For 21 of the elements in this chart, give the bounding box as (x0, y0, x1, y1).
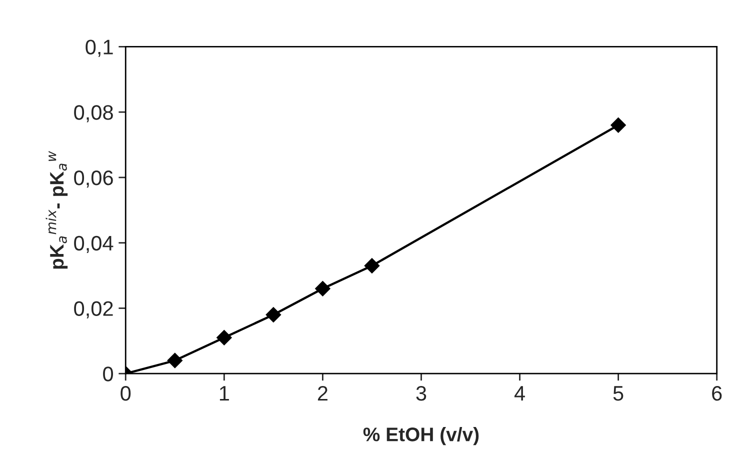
y-axis-title: pK$_{a}$$^{mix}$- pK$_{a}$$^{w}$ (46, 150, 68, 269)
x-tick-label: 3 (416, 386, 426, 401)
point (315, 281, 330, 296)
y-tick-label: 0,02 (74, 301, 113, 318)
x-axis-title: % EtOH (v/v) (363, 427, 479, 446)
point (610, 118, 626, 133)
y-tick-label: 0,04 (74, 236, 114, 254)
x-tick-label: 6 (712, 386, 722, 401)
y-tick-label: 0,08 (74, 105, 113, 122)
x-tick-label: 4 (514, 386, 525, 401)
x-tick-label: 0 (120, 386, 131, 401)
x-tick-label: 1 (220, 386, 229, 401)
point (364, 258, 380, 274)
point (216, 330, 232, 346)
point (167, 352, 182, 368)
y-tick-label: 0,06 (74, 170, 113, 188)
point (266, 307, 281, 322)
x-tick-label: 5 (613, 386, 624, 401)
y-tick-label: 0,1 (86, 40, 113, 57)
x-tick-label: 2 (318, 386, 328, 401)
y-tick-label: 0 (103, 366, 114, 382)
